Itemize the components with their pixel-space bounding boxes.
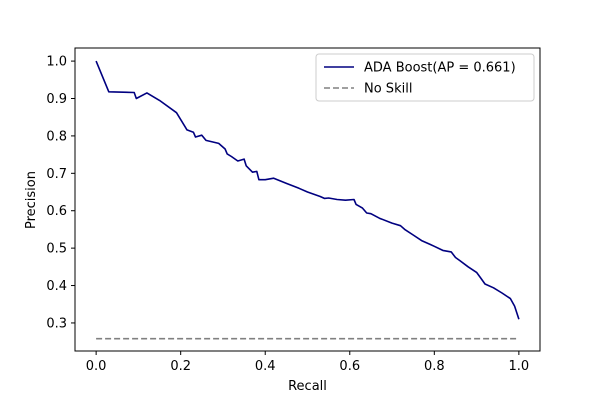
y-tick-label: 0.7	[46, 167, 67, 182]
x-tick-label: 0.0	[86, 359, 107, 374]
y-tick-label: 1.0	[46, 55, 67, 70]
y-tick-label: 0.5	[46, 242, 67, 257]
legend: ADA Boost(AP = 0.661) No Skill	[315, 53, 535, 102]
x-tick-label: 0.6	[339, 359, 360, 374]
series-line-0	[95, 60, 520, 320]
legend-frame	[315, 53, 535, 102]
y-tick-label: 0.6	[46, 204, 67, 219]
x-tick-label: 1.0	[509, 359, 530, 374]
plot-frame	[74, 47, 541, 352]
x-tick-label: 0.8	[424, 359, 445, 374]
y-tick-label: 0.9	[46, 92, 67, 107]
legend-label-0: ADA Boost(AP = 0.661)	[364, 61, 516, 76]
x-tick-label: 0.2	[170, 359, 191, 374]
x-axis-label: Recall	[288, 379, 327, 394]
y-tick-label: 0.8	[46, 129, 67, 144]
y-axis-label: Precision	[24, 171, 39, 229]
legend-label-1: No Skill	[364, 82, 412, 97]
y-tick-label: 0.3	[46, 316, 67, 331]
y-tick-label: 0.4	[46, 279, 67, 294]
x-tick-label: 0.4	[255, 359, 276, 374]
